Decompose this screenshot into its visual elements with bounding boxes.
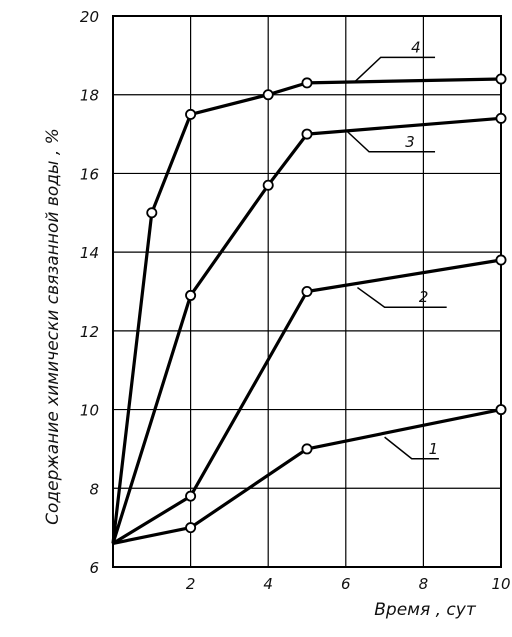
x-tick-labels: 2 4 6 8 10 [186, 575, 511, 593]
data-point-4 [146, 207, 158, 219]
series-leaders [345, 56, 447, 460]
data-point-4 [185, 108, 197, 120]
x-tick-label: 2 [186, 575, 196, 593]
data-point-2 [301, 285, 313, 297]
x-axis-label: Время , сут [374, 600, 477, 620]
series-line-2 [112, 258, 502, 545]
series-leader-3 [345, 129, 436, 153]
x-tick-label: 10 [491, 575, 510, 593]
series-label-1: 1 [429, 440, 439, 458]
grid [113, 16, 501, 567]
data-point-4 [262, 89, 274, 101]
data-point-3 [262, 179, 274, 191]
data-point-1 [301, 443, 313, 455]
data-point-1 [495, 404, 507, 416]
y-tick-label: 16 [80, 165, 99, 183]
series-leader-4 [353, 56, 436, 84]
data-point-3 [495, 112, 507, 124]
y-tick-label: 12 [80, 323, 99, 341]
y-tick-label: 14 [80, 244, 99, 262]
series-leader-2 [356, 286, 447, 308]
y-tick-label: 20 [80, 8, 99, 26]
x-tick-label: 8 [419, 575, 429, 593]
data-point-1 [185, 522, 197, 534]
y-tick-label: 6 [89, 559, 99, 577]
data-point-3 [301, 128, 313, 140]
data-point-4 [301, 77, 313, 89]
x-tick-label: 4 [263, 575, 273, 593]
series-label-4: 4 [411, 38, 421, 56]
y-tick-label: 10 [80, 402, 99, 420]
y-tick-labels: 6 8 10 12 14 16 18 20 [80, 8, 99, 577]
x-tick-label: 6 [341, 575, 351, 593]
series-markers [146, 73, 507, 534]
data-point-3 [185, 289, 197, 301]
y-tick-label: 8 [89, 480, 99, 498]
series-leader-1 [384, 436, 439, 460]
data-point-2 [495, 254, 507, 266]
series-lines [111, 77, 502, 545]
series-line-4 [111, 77, 502, 544]
series-label-2: 2 [419, 288, 429, 306]
y-tick-label: 18 [80, 87, 99, 105]
data-point-2 [185, 490, 197, 502]
plot-frame [112, 15, 502, 568]
series-label-3: 3 [405, 133, 415, 151]
y-axis-label: Содержание химически связанной воды , % [43, 128, 63, 525]
series-line-1 [112, 408, 502, 545]
data-point-4 [495, 73, 507, 85]
series-labels: 1 2 3 4 [405, 38, 438, 457]
